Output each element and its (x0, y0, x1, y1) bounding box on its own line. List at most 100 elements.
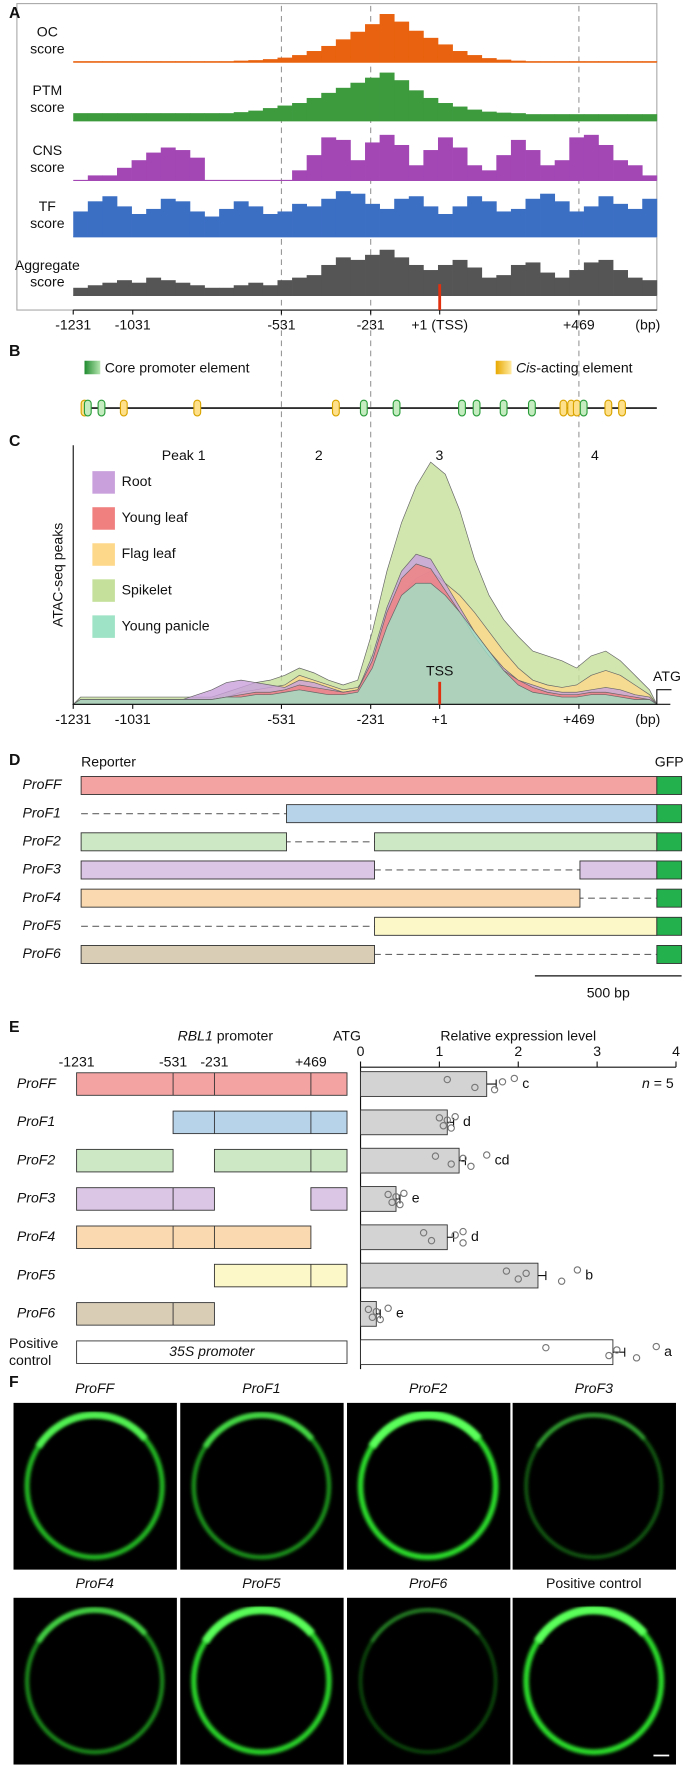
track-bar (335, 191, 351, 237)
track-bar (510, 139, 526, 181)
positive-name: Positive (9, 1335, 58, 1351)
track-bar (131, 160, 147, 181)
track-bar (335, 257, 351, 296)
track-bar (423, 37, 439, 63)
track-bar (627, 277, 643, 296)
track-bar (394, 144, 410, 181)
data-point (502, 1267, 511, 1275)
track-bar (365, 254, 380, 296)
micrograph (512, 1597, 676, 1765)
track-bar (102, 196, 118, 237)
track-bar (379, 208, 395, 237)
bar (360, 1109, 448, 1136)
track-bar (481, 201, 497, 237)
track-bar (525, 150, 541, 181)
element-mark (499, 399, 508, 417)
x-tick-label: 0 (357, 1043, 365, 1059)
promoter-box (76, 1072, 348, 1096)
construct-name: ProFF (17, 1075, 58, 1091)
track-bar (102, 282, 118, 296)
track-bar (117, 167, 132, 181)
reporter-label: Reporter (81, 754, 136, 770)
track-bar (423, 97, 439, 121)
data-point (388, 1198, 396, 1207)
data-point (372, 1307, 381, 1316)
significance-letter: e (396, 1305, 404, 1321)
track-bar (335, 39, 351, 63)
promoter-box (213, 1263, 348, 1288)
x-tick-label: -1031 (115, 317, 151, 333)
data-point (364, 1305, 373, 1314)
promoter-segment (579, 860, 658, 880)
track-bar (394, 257, 410, 296)
data-point (467, 1162, 475, 1171)
data-point (419, 1229, 428, 1237)
data-point (482, 1151, 491, 1159)
data-point (368, 1313, 377, 1321)
data-point (471, 1083, 479, 1092)
data-point (514, 1275, 522, 1283)
legend-swatch (84, 360, 101, 375)
track-bar (467, 267, 483, 296)
element-mark (97, 399, 106, 417)
track-bar (350, 259, 366, 296)
track-bar (204, 287, 220, 296)
track-bar (117, 113, 132, 121)
track-label: score (30, 41, 65, 57)
promoter-box (76, 1187, 215, 1211)
micrograph (13, 1402, 177, 1570)
track-bar (481, 277, 497, 296)
track-bar (379, 134, 395, 181)
track-bar (481, 111, 497, 121)
legend-swatch (92, 615, 115, 638)
micrograph-label: ProF5 (242, 1575, 281, 1591)
data-point (652, 1342, 660, 1351)
track-bar (365, 77, 380, 121)
track-bar (496, 112, 512, 121)
track-bar (189, 113, 205, 121)
x-unit: (bp) (635, 317, 660, 333)
legend-text: Cis (516, 359, 536, 375)
construct-name: ProF2 (17, 1151, 56, 1167)
track-bar (277, 105, 293, 121)
x-tick-label: +1 (TSS) (411, 317, 468, 333)
track-label: Aggregate (15, 257, 80, 273)
element-mark (458, 399, 466, 417)
data-point (400, 1189, 408, 1198)
data-point (573, 1266, 582, 1274)
track-bar (437, 264, 453, 296)
track-bar (87, 113, 103, 121)
track-bar (233, 201, 249, 237)
element-mark (527, 399, 536, 417)
gfp-box (656, 860, 683, 880)
scheme-tick-label: +469 (295, 1053, 327, 1069)
scheme-tick-label: -531 (159, 1053, 187, 1069)
data-point (459, 1239, 467, 1247)
x-tick-label: -231 (357, 317, 385, 333)
cell-bright-arc (368, 1411, 482, 1449)
micrograph-label: ProF3 (575, 1380, 614, 1396)
track-bar (467, 55, 483, 63)
gfp-box (656, 832, 683, 852)
track-bar (262, 213, 278, 237)
track-bar (248, 60, 264, 63)
data-point (447, 1124, 455, 1132)
y-axis-label: ATAC-seq peaks (49, 523, 65, 627)
x-tick-label: -531 (267, 711, 295, 727)
track-bar (160, 147, 176, 181)
track-bar (321, 137, 337, 181)
micrograph-label: ProFF (75, 1380, 116, 1396)
gfp-label: GFP (655, 754, 684, 770)
track-bar (87, 285, 103, 296)
data-point (376, 1315, 384, 1324)
track-bar (335, 139, 351, 181)
track-bar (219, 287, 235, 296)
gfp-box (656, 776, 683, 795)
track-bar (365, 24, 380, 63)
track-bar (292, 103, 308, 121)
track-bar (73, 211, 89, 237)
significance-letter: a (664, 1343, 672, 1359)
track-label: OC (37, 24, 58, 40)
track-bar (292, 203, 308, 237)
data-point (557, 1277, 566, 1285)
